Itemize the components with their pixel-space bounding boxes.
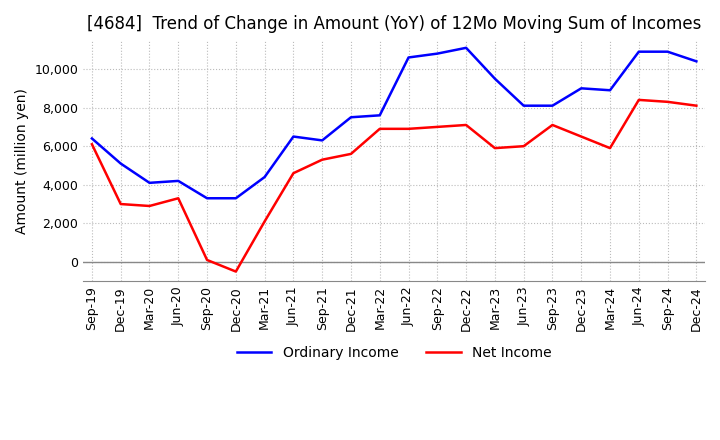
- Ordinary Income: [318, 138, 326, 143]
- Net Income: [490, 146, 499, 151]
- Ordinary Income: [404, 55, 413, 60]
- Net Income: [462, 122, 470, 128]
- Ordinary Income: [375, 113, 384, 118]
- Net Income: [232, 269, 240, 274]
- Ordinary Income: [203, 196, 212, 201]
- Legend: Ordinary Income, Net Income: Ordinary Income, Net Income: [231, 341, 557, 366]
- Ordinary Income: [346, 114, 355, 120]
- Net Income: [261, 219, 269, 224]
- Ordinary Income: [261, 174, 269, 180]
- Net Income: [203, 257, 212, 263]
- Net Income: [117, 202, 125, 207]
- Net Income: [606, 146, 614, 151]
- Net Income: [663, 99, 672, 104]
- Net Income: [519, 143, 528, 149]
- Net Income: [404, 126, 413, 132]
- Net Income: [289, 171, 298, 176]
- Ordinary Income: [548, 103, 557, 108]
- Ordinary Income: [232, 196, 240, 201]
- Ordinary Income: [606, 88, 614, 93]
- Net Income: [548, 122, 557, 128]
- Ordinary Income: [433, 51, 441, 56]
- Net Income: [577, 134, 585, 139]
- Ordinary Income: [174, 178, 183, 183]
- Ordinary Income: [663, 49, 672, 54]
- Ordinary Income: [634, 49, 643, 54]
- Ordinary Income: [145, 180, 154, 186]
- Line: Net Income: Net Income: [92, 100, 696, 271]
- Net Income: [375, 126, 384, 132]
- Line: Ordinary Income: Ordinary Income: [92, 48, 696, 198]
- Ordinary Income: [490, 76, 499, 81]
- Net Income: [88, 142, 96, 147]
- Title: [4684]  Trend of Change in Amount (YoY) of 12Mo Moving Sum of Incomes: [4684] Trend of Change in Amount (YoY) o…: [87, 15, 701, 33]
- Net Income: [174, 196, 183, 201]
- Ordinary Income: [519, 103, 528, 108]
- Net Income: [346, 151, 355, 157]
- Ordinary Income: [117, 161, 125, 166]
- Ordinary Income: [577, 86, 585, 91]
- Net Income: [145, 203, 154, 209]
- Ordinary Income: [462, 45, 470, 51]
- Ordinary Income: [88, 136, 96, 141]
- Ordinary Income: [289, 134, 298, 139]
- Ordinary Income: [692, 59, 701, 64]
- Net Income: [692, 103, 701, 108]
- Net Income: [433, 124, 441, 129]
- Y-axis label: Amount (million yen): Amount (million yen): [15, 88, 29, 234]
- Net Income: [634, 97, 643, 103]
- Net Income: [318, 157, 326, 162]
